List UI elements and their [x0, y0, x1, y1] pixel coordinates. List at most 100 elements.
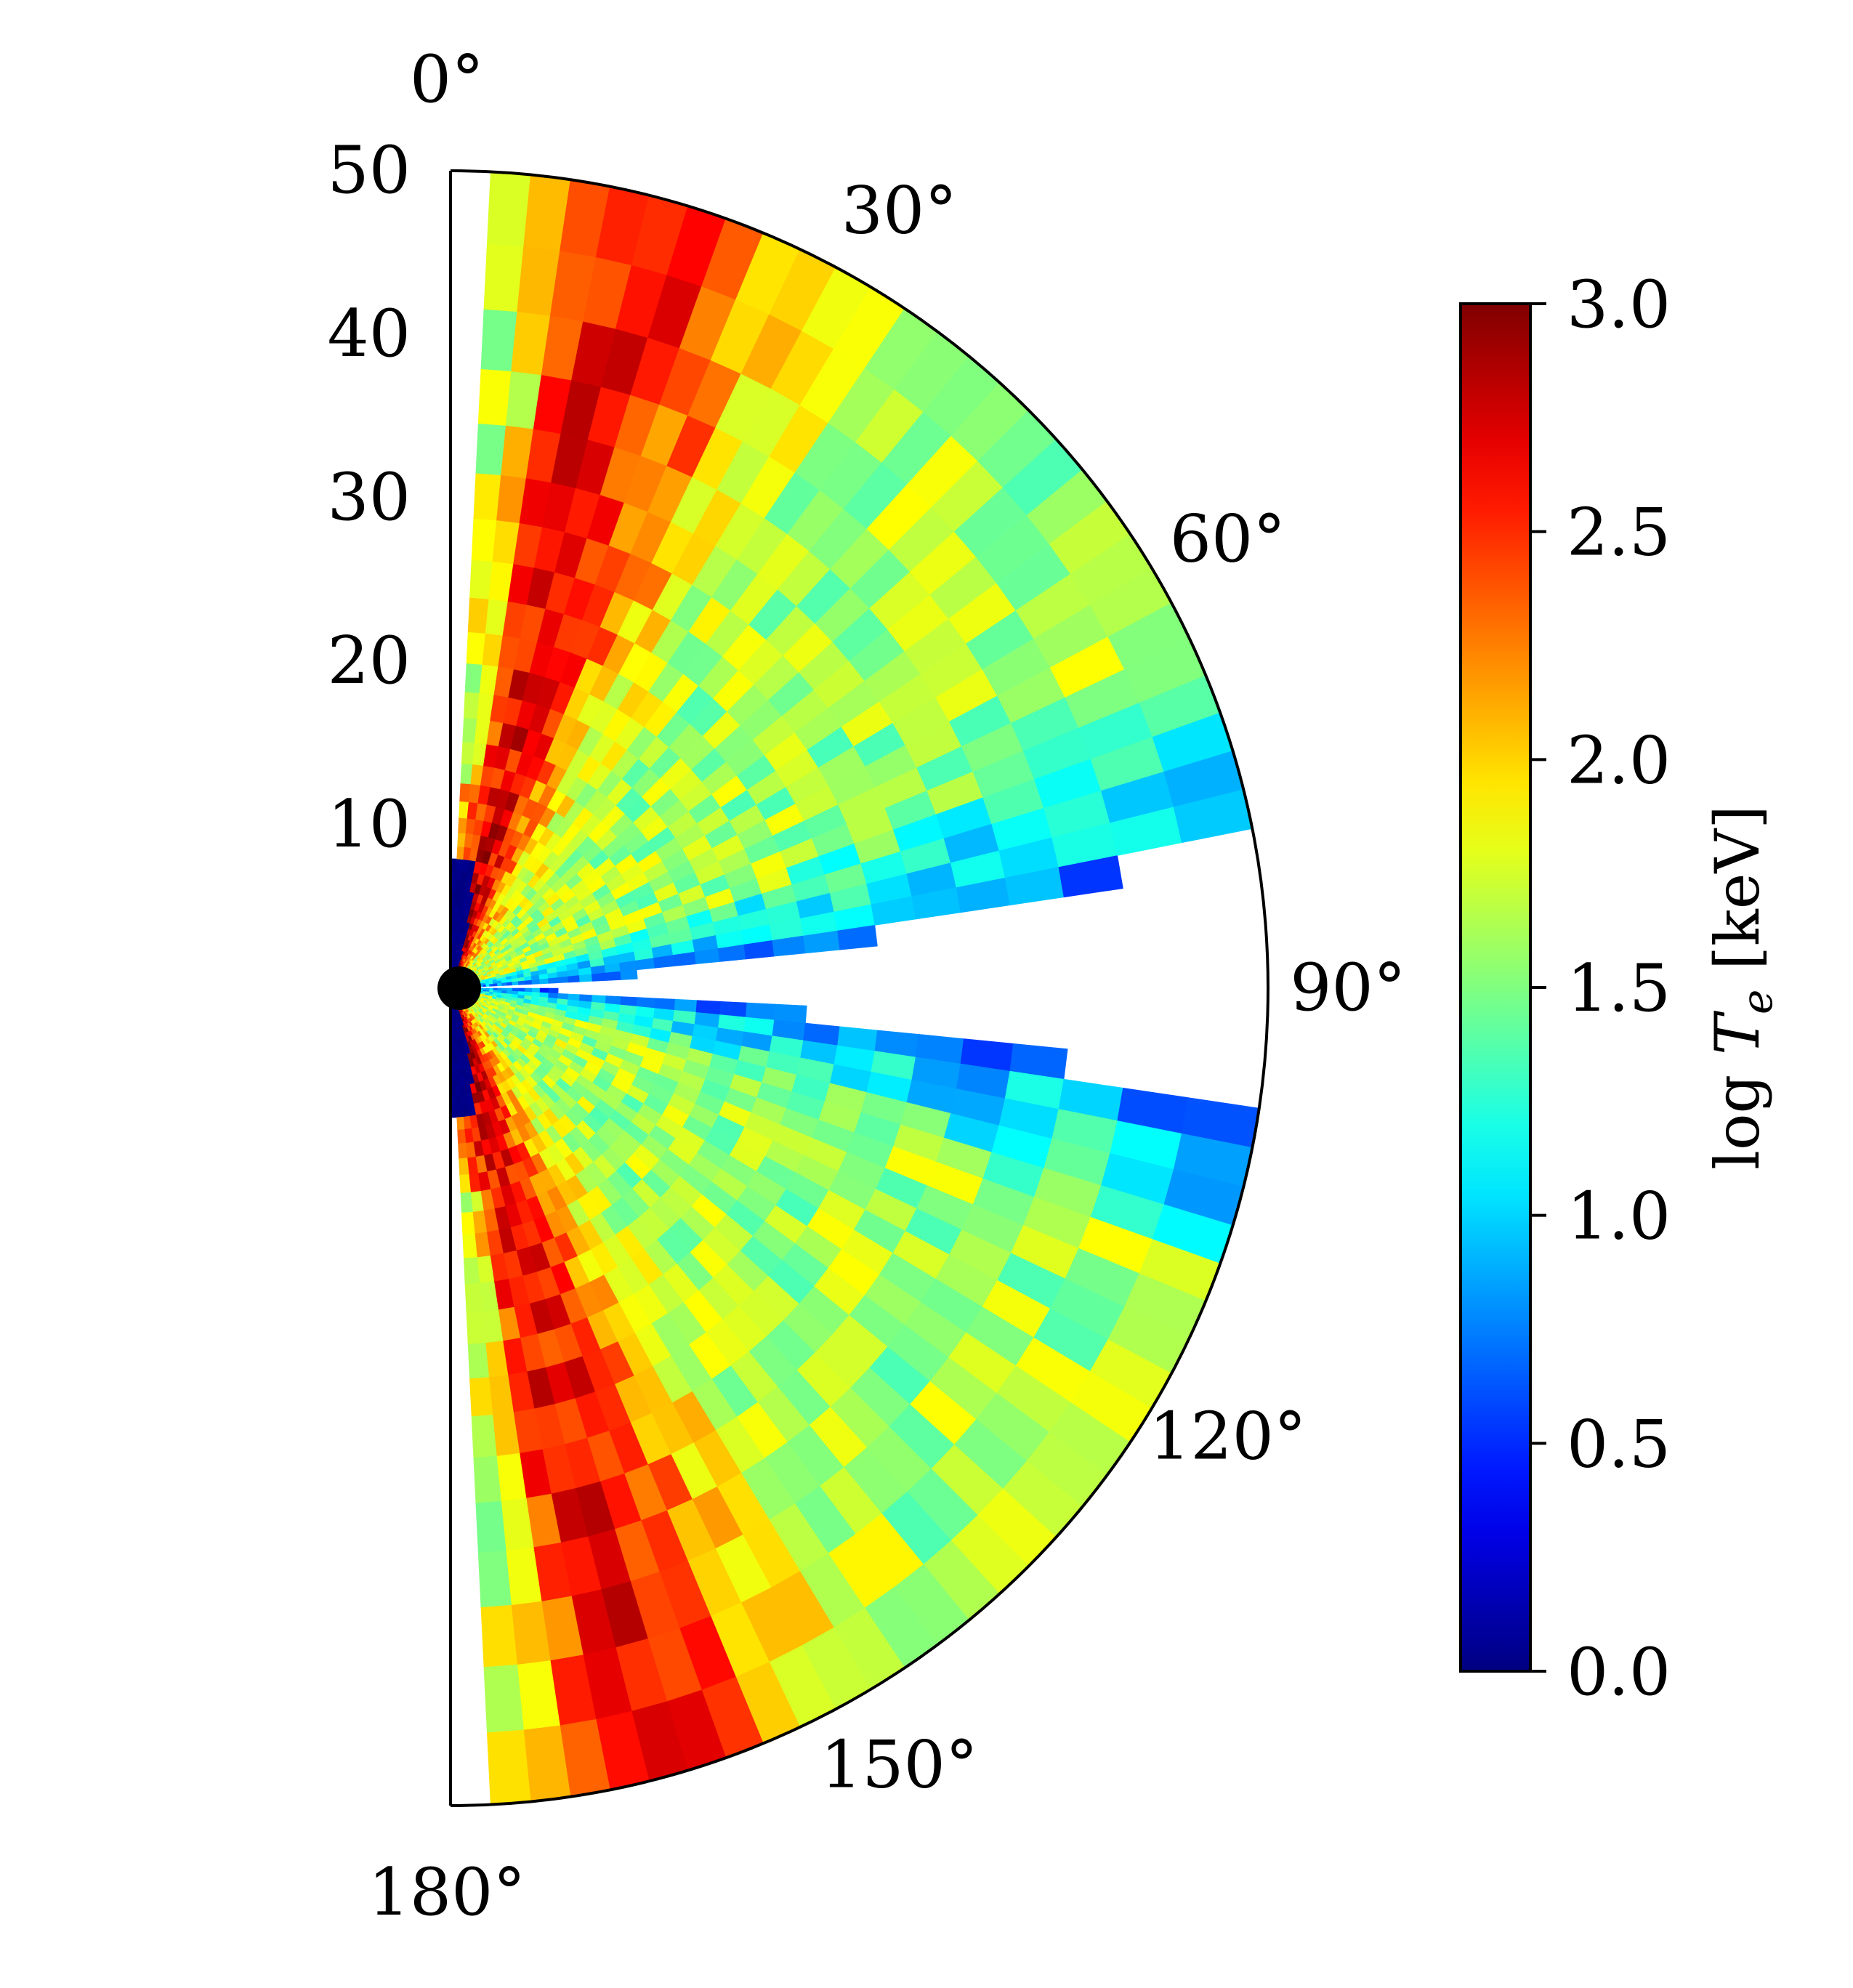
heatmap-cell — [512, 981, 519, 986]
heatmap-cell — [568, 975, 581, 983]
colorbar: 0.0 0.5 1.0 1.5 2.0 2.5 3.0 log Te [keV] — [1459, 267, 1782, 1710]
heatmap-cell — [539, 987, 549, 993]
heatmap-cell — [517, 980, 525, 985]
outer-arc — [450, 169, 1269, 1807]
heatmap-cell — [453, 1049, 458, 1056]
heatmap-cell — [454, 1077, 461, 1087]
heatmap-cell — [486, 1729, 531, 1805]
heatmap-cell — [467, 1343, 490, 1379]
heatmap-cell — [605, 971, 621, 981]
heatmap-cell — [475, 1500, 506, 1553]
heatmap-cell — [774, 1003, 807, 1024]
heatmap-cell — [485, 984, 490, 987]
heatmap-cell — [483, 243, 524, 312]
heatmap-cell — [477, 1551, 512, 1608]
heatmap-cell — [480, 309, 518, 372]
heatmap-cell — [578, 974, 593, 982]
heatmap-cell — [453, 1055, 459, 1063]
heatmap-cell — [483, 1664, 524, 1734]
heatmap-cell — [469, 1377, 493, 1417]
r-tick-label: 20 — [327, 623, 411, 699]
heatmap-cell — [466, 631, 486, 665]
heatmap-cell — [463, 691, 480, 719]
heatmap-cell — [455, 1086, 461, 1096]
angular-tick-labels: 0° 30° 60° 90° 120° 150° 180° — [368, 41, 1406, 1931]
heatmap-cell — [506, 982, 513, 986]
theta-tick-label: 150° — [820, 1727, 978, 1803]
heatmap-cell — [466, 1312, 486, 1345]
colorbar-tick-label: 0.0 — [1567, 1634, 1671, 1710]
r-tick-label: 50 — [327, 132, 411, 209]
heatmap-cell — [464, 1282, 483, 1314]
heatmap-cell — [463, 1257, 480, 1285]
heatmap-cell — [480, 1604, 518, 1668]
heatmap-cell — [456, 1116, 465, 1131]
theta-tick-label: 30° — [841, 172, 958, 248]
heatmap-cell — [453, 1062, 459, 1070]
heatmap-cell — [493, 983, 498, 987]
heatmap-cell — [475, 423, 506, 476]
heatmap-cell — [458, 1142, 468, 1159]
heatmap-cell — [719, 1001, 748, 1018]
heatmap-cells — [450, 171, 1260, 1805]
heatmap-cell — [518, 987, 525, 993]
heatmap-cell — [557, 976, 569, 984]
colorbar-ticks: 0.0 0.5 1.0 1.5 2.0 2.5 3.0 — [1530, 267, 1671, 1710]
colorbar-tick-label: 1.5 — [1567, 950, 1671, 1027]
heatmap-cell — [471, 518, 497, 562]
heatmap-cell — [512, 987, 519, 992]
heatmap-cell — [501, 982, 507, 986]
heatmap-cell — [452, 1034, 456, 1041]
heatmap-cell — [456, 1105, 464, 1118]
heatmap-cell — [454, 1069, 460, 1078]
theta-tick-label: 120° — [1149, 1399, 1307, 1475]
polar-axes-frame — [449, 169, 1269, 1807]
heatmap-cell — [459, 1173, 472, 1194]
heatmap-cell — [592, 972, 607, 982]
heatmap-cell — [453, 1044, 457, 1051]
heatmap-cell — [473, 1455, 501, 1504]
colorbar-tick-label: 2.0 — [1567, 722, 1671, 799]
r-tick-label: 10 — [327, 786, 411, 862]
r-tick-label: 30 — [327, 459, 411, 536]
heatmap-cell — [467, 597, 490, 634]
colorbar-label: log Te [keV] — [1702, 805, 1782, 1170]
heatmap-cell — [455, 1095, 463, 1107]
heatmap-cell — [539, 978, 549, 985]
theta-tick-label: 90° — [1290, 950, 1406, 1026]
heatmap-cell — [460, 1192, 473, 1213]
theta-tick-label: 180° — [368, 1854, 526, 1931]
heatmap-cell — [496, 982, 503, 987]
heatmap-cell — [525, 987, 533, 993]
heatmap-cell — [459, 1157, 469, 1176]
heatmap-cell — [524, 979, 533, 985]
central-black-hole — [437, 966, 481, 1010]
heatmap-cell — [548, 977, 559, 984]
heatmap-cell — [837, 925, 878, 950]
heatmap-cell — [489, 983, 494, 987]
heatmap-cell — [1058, 855, 1123, 898]
heatmap-cell — [462, 1233, 477, 1259]
heatmap-cell — [483, 984, 487, 987]
heatmap-cell — [471, 1415, 497, 1458]
colorbar-tick-label: 1.0 — [1567, 1179, 1671, 1255]
heatmap-cell — [531, 979, 541, 985]
colorbar-tick-label: 2.5 — [1567, 495, 1671, 571]
heatmap-cell — [457, 1129, 467, 1144]
r-tick-label: 40 — [327, 296, 411, 372]
radial-tick-labels: 10 20 30 40 50 — [327, 132, 411, 862]
colorbar-tick-label: 3.0 — [1567, 267, 1671, 343]
heatmap-cell — [453, 1039, 456, 1045]
theta-tick-label: 60° — [1170, 501, 1286, 578]
heatmap-cell — [486, 171, 531, 247]
heatmap-cell — [620, 969, 638, 980]
colorbar-gradient — [1459, 302, 1532, 1673]
heatmap-cell — [548, 987, 559, 994]
theta-tick-label: 0° — [410, 41, 484, 118]
heatmap-cell — [473, 472, 501, 521]
heatmap-cell — [477, 368, 512, 426]
heatmap-cell — [461, 1211, 475, 1235]
heatmap-cell — [501, 987, 508, 992]
colorbar-tick-label: 0.5 — [1567, 1406, 1671, 1482]
